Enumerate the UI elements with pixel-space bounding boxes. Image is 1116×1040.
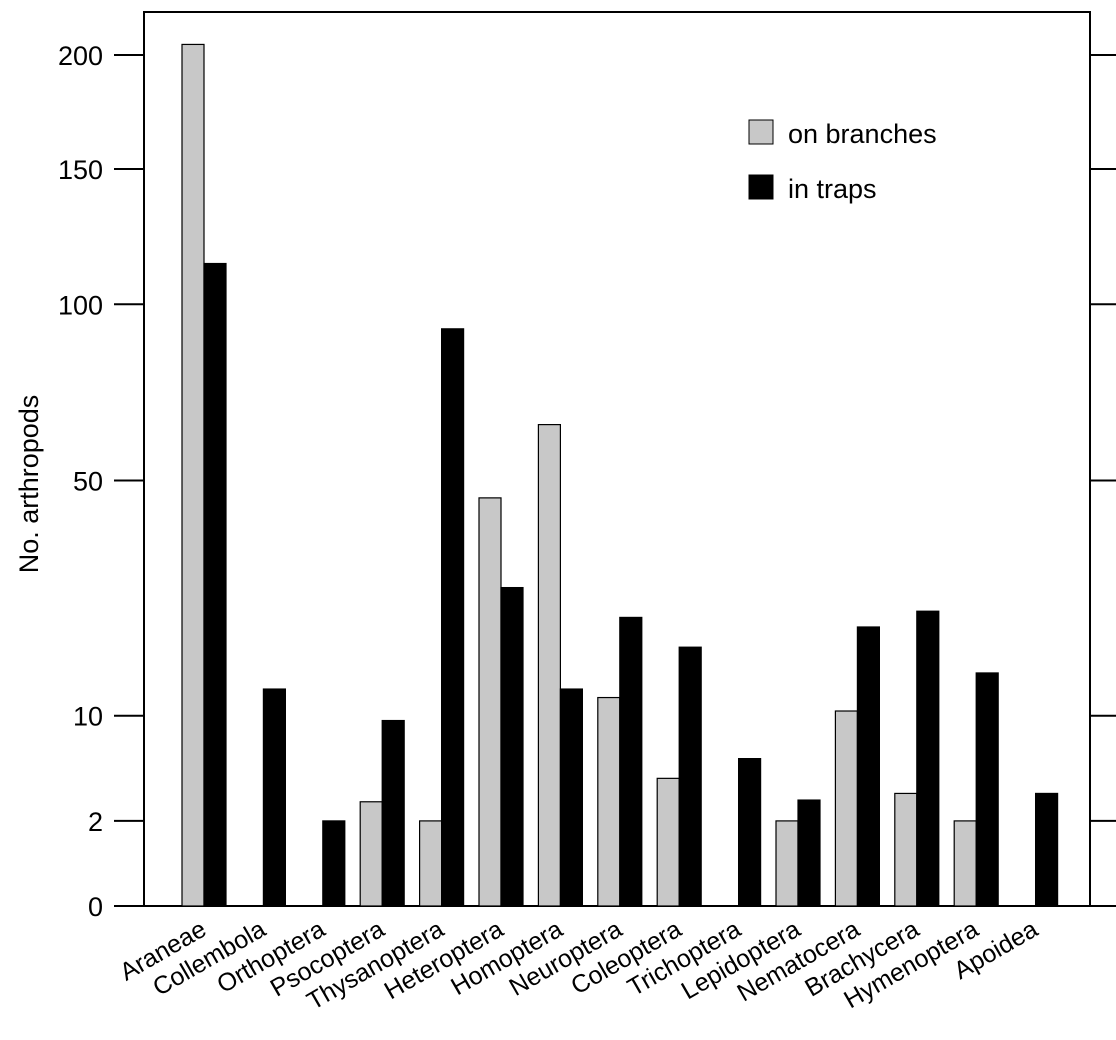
bar-heteroptera-in-traps — [500, 586, 524, 907]
bar-lepidoptera-on-branches — [775, 820, 799, 907]
bar-neuroptera-in-traps — [619, 616, 643, 907]
y-tick-label: 50 — [73, 467, 103, 497]
bar-psocoptera-on-branches — [359, 801, 383, 907]
bar-homoptera-on-branches — [537, 424, 562, 907]
bar-hymenoptera-in-traps — [975, 672, 999, 907]
bar-neuroptera-on-branches — [597, 696, 621, 907]
y-tick-label: 10 — [73, 702, 103, 732]
bar-lepidoptera-in-traps — [797, 799, 821, 907]
bar-heteroptera-on-branches — [478, 497, 502, 907]
bar-collembola-in-traps — [262, 688, 286, 907]
bar-apoidea-in-traps — [1034, 792, 1059, 907]
bar-thysanoptera-in-traps — [441, 328, 465, 907]
bar-homoptera-in-traps — [559, 688, 584, 907]
y-tick-label: 100 — [58, 290, 103, 320]
x-axis-labels: AraneaeCollembolaOrthopteraPsocopteraThy… — [115, 915, 1043, 1016]
y-axis-title: No. arthropods — [14, 395, 44, 574]
bar-hymenoptera-on-branches — [953, 820, 977, 907]
bar-orthoptera-in-traps — [322, 820, 346, 907]
bar-trichoptera-in-traps — [737, 758, 762, 907]
y-tick-label: 2 — [88, 807, 103, 837]
bar-thysanoptera-on-branches — [419, 820, 443, 907]
bar-brachycera-in-traps — [916, 610, 940, 907]
bar-psocoptera-in-traps — [381, 719, 405, 907]
y-tick-label: 150 — [58, 155, 103, 185]
legend-swatch-in-traps — [748, 174, 774, 200]
bar-araneae-in-traps — [203, 262, 227, 907]
legend-label-in-traps: in traps — [788, 174, 877, 204]
bar-nematocera-in-traps — [856, 626, 881, 907]
bar-brachycera-on-branches — [894, 792, 918, 907]
bar-nematocera-on-branches — [834, 710, 859, 907]
y-tick-label: 200 — [58, 41, 103, 71]
legend-label-on-branches: on branches — [788, 119, 937, 149]
y-axis: 0 2 10 50 100 150 200 — [58, 41, 1116, 922]
bar-coleoptera-in-traps — [678, 646, 702, 907]
bar-araneae-on-branches — [181, 43, 205, 907]
bars — [181, 43, 1059, 907]
legend-swatch-on-branches — [748, 119, 774, 145]
legend: on branches in traps — [748, 119, 937, 204]
bar-coleoptera-on-branches — [656, 777, 680, 907]
y-tick-label: 0 — [88, 892, 103, 922]
